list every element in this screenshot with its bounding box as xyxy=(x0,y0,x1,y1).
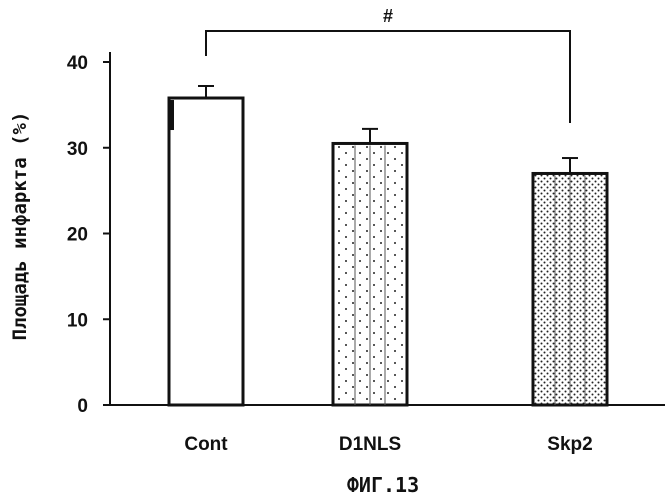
x-tick-label: D1NLS xyxy=(339,434,401,455)
x-tick-label: Skp2 xyxy=(547,434,592,455)
figure-caption: ФИГ.13 xyxy=(347,473,419,497)
significance-bracket: # xyxy=(206,6,570,123)
y-tick-label: 30 xyxy=(67,139,88,160)
significance-marker: # xyxy=(383,6,393,26)
y-tick-label: 10 xyxy=(67,310,88,331)
x-tick-label: Cont xyxy=(184,434,228,455)
significance-line xyxy=(206,31,570,123)
bar-edge-mark xyxy=(170,100,174,130)
bar-cont xyxy=(169,98,243,405)
y-tick-label: 0 xyxy=(77,396,88,417)
y-ticks: 0 10 20 30 40 xyxy=(67,53,110,417)
y-axis-label: Площадь инфаркта (%) xyxy=(9,112,31,341)
y-tick-label: 40 xyxy=(67,53,88,74)
category-labels: Cont D1NLS Skp2 xyxy=(184,434,592,455)
y-tick-label: 20 xyxy=(67,225,88,246)
bars xyxy=(169,98,607,405)
